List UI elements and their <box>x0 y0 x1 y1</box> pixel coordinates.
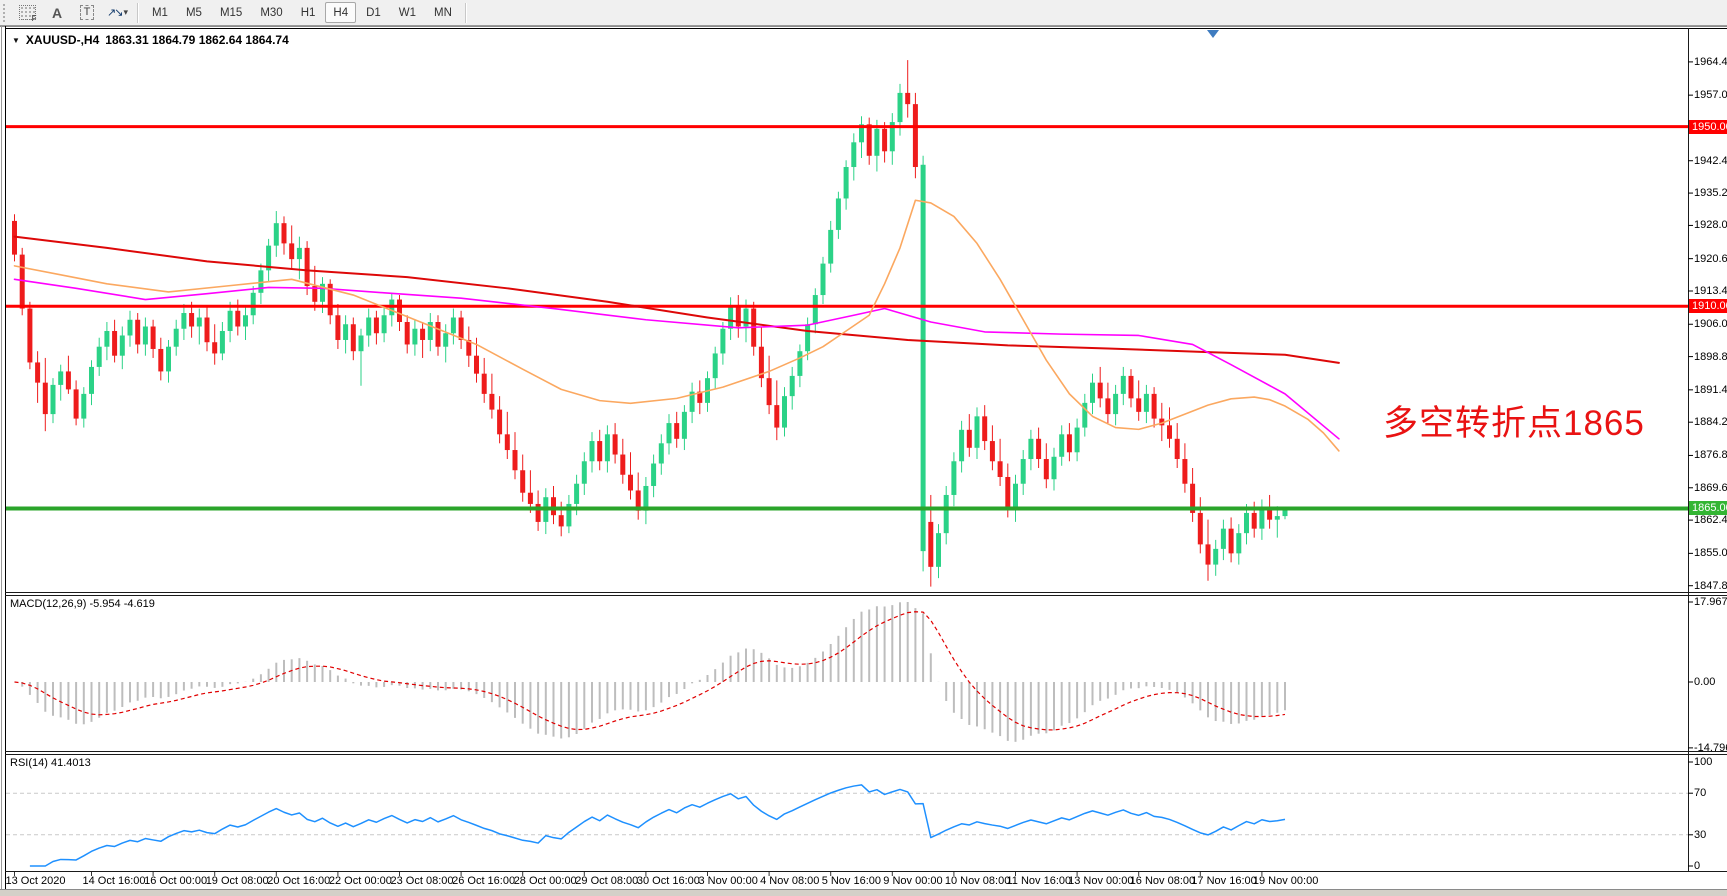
dropdown-caret-icon[interactable]: ▾ <box>123 7 128 17</box>
candles-group <box>12 60 1288 587</box>
time-axis-label: 19 Oct 08:00 <box>205 875 269 887</box>
tf-button-M15[interactable]: M15 <box>219 6 243 19</box>
macd-signal-line <box>14 611 1286 731</box>
rsi-level-lines <box>6 792 1688 836</box>
time-axis-label: 14 Oct 16:00 <box>82 875 146 887</box>
toolbar-separator <box>136 2 139 23</box>
ohlc-values: 1863.31 1864.79 1862.64 1864.74 <box>105 33 289 47</box>
price-tick-label: 1898.80 <box>1694 350 1727 363</box>
price-tick-label: 1891.40 <box>1694 383 1727 396</box>
rsi-indicator-label: RSI(14) 41.4013 <box>10 757 91 769</box>
dotted-grid-icon: F <box>18 5 37 23</box>
macd-tick-label: 17.967 <box>1694 596 1727 608</box>
tf-button-M1[interactable]: M1 <box>151 6 168 19</box>
ma-orange-line[interactable] <box>13 199 1340 452</box>
chart-text-annotation[interactable]: 多空转折点1865 <box>1383 404 1645 443</box>
tf-button-MN[interactable]: MN <box>434 6 452 19</box>
top-toolbar: F A T ↗↘ ▾ M1 M5 M15 M30 H1 H4 D1 W1 MN <box>0 0 1727 26</box>
time-axis-label: 22 Oct 00:00 <box>328 875 392 887</box>
price-tick-label: 1942.40 <box>1694 154 1727 167</box>
price-tick-label: 1957.00 <box>1694 89 1727 102</box>
time-axis-label: 30 Oct 16:00 <box>636 875 700 887</box>
time-axis-label: 4 Nov 08:00 <box>760 875 820 887</box>
price-tick-label: 1935.20 <box>1694 187 1727 200</box>
time-axis-label: 16 Nov 08:00 <box>1129 875 1196 887</box>
price-line-badge: 1910.00 <box>1689 299 1727 314</box>
price-tick-label: 1920.60 <box>1694 252 1727 265</box>
price-tick-label: 1869.60 <box>1694 481 1727 494</box>
tf-button-M30[interactable]: M30 <box>260 6 283 19</box>
time-axis-label: 23 Oct 08:00 <box>390 875 454 887</box>
macd-indicator-label: MACD(12,26,9) -5.954 -4.619 <box>10 598 155 610</box>
price-tick-label: 1884.20 <box>1694 416 1727 429</box>
chart-window: ▼ XAUUSD-,H4 1863.31 1864.79 1862.64 186… <box>0 26 1727 896</box>
timeframe-button-group: M1 M5 M15 M30 H1 H4 D1 W1 MN <box>143 2 461 23</box>
price-tick-label: 1847.80 <box>1694 579 1727 592</box>
time-axis-label: 5 Nov 16:00 <box>821 875 882 887</box>
chart-header: ▼ XAUUSD-,H4 1863.31 1864.79 1862.64 186… <box>12 33 289 47</box>
time-axis-label: 20 Oct 16:00 <box>267 875 331 887</box>
price-tick-label: 1928.00 <box>1694 219 1727 232</box>
text-label-tool-button[interactable]: A <box>43 2 71 24</box>
rsi-tick-label: 100 <box>1694 756 1713 768</box>
price-tick-label: 1906.00 <box>1694 318 1727 331</box>
toolbar-grip[interactable] <box>3 3 9 22</box>
time-axis-label: 28 Oct 00:00 <box>513 875 577 887</box>
time-axis-label: 13 Oct 2020 <box>5 875 66 887</box>
price-line-badge: 1865.00 <box>1689 501 1727 516</box>
time-axis-label: 10 Nov 08:00 <box>944 875 1011 887</box>
time-axis-label: 13 Nov 00:00 <box>1068 875 1134 887</box>
price-tick-label: 1876.80 <box>1694 449 1727 462</box>
ma-magenta-line[interactable] <box>13 278 1340 440</box>
grid-tool-button[interactable]: F <box>13 2 41 24</box>
text-box-tool-button[interactable]: T <box>73 2 101 24</box>
toolbar-separator <box>464 2 467 23</box>
cycle-arrows-icon: ↗↘ <box>107 7 124 19</box>
time-axis-label: 26 Oct 16:00 <box>452 875 516 887</box>
price-tick-label: 1855.00 <box>1694 547 1727 560</box>
tf-button-W1[interactable]: W1 <box>398 6 417 19</box>
rsi-tick-label: 70 <box>1694 787 1707 800</box>
time-axis-label: 29 Oct 08:00 <box>575 875 639 887</box>
price-tick-label: 1862.40 <box>1694 514 1727 527</box>
time-axis-label: 16 Oct 00:00 <box>144 875 208 887</box>
chart-shift-marker-icon[interactable] <box>1207 30 1219 38</box>
horizontal-level-lines[interactable] <box>6 125 1688 511</box>
time-axis-label: 9 Nov 00:00 <box>883 875 943 887</box>
tf-button-M5[interactable]: M5 <box>185 6 202 19</box>
macd-tick-label: 0.00 <box>1694 676 1716 688</box>
time-axis-label: 3 Nov 00:00 <box>698 875 758 887</box>
macd-tick-label: -14.796 <box>1694 741 1727 754</box>
tf-button-H1[interactable]: H1 <box>300 6 316 19</box>
chart-canvas[interactable] <box>0 26 1727 896</box>
price-tick-label: 1913.40 <box>1694 285 1727 297</box>
price-tick-label: 1964.40 <box>1694 55 1727 68</box>
time-axis-label: 19 Nov 00:00 <box>1252 875 1319 887</box>
ma-red-line[interactable] <box>13 235 1340 364</box>
time-axis-label: 17 Nov 16:00 <box>1191 875 1257 887</box>
tf-button-H4[interactable]: H4 <box>325 2 357 23</box>
letter-a-icon: A <box>51 4 63 21</box>
rsi-tick-label: 0 <box>1694 860 1701 872</box>
symbol-timeframe-label: XAUUSD-,H4 <box>25 33 100 47</box>
symbol-dropdown-icon: ▼ <box>12 35 20 45</box>
cycle-arrows-button[interactable]: ↗↘ ▾ <box>103 2 132 24</box>
price-line-badge: 1950.00 <box>1689 119 1727 134</box>
tf-button-D1[interactable]: D1 <box>366 6 381 19</box>
rsi-tick-label: 30 <box>1694 828 1707 841</box>
rsi-line <box>29 784 1286 867</box>
bottom-strip <box>0 889 1727 896</box>
boxed-t-icon: T <box>79 5 95 20</box>
time-axis-label: 11 Nov 16:00 <box>1006 875 1072 887</box>
